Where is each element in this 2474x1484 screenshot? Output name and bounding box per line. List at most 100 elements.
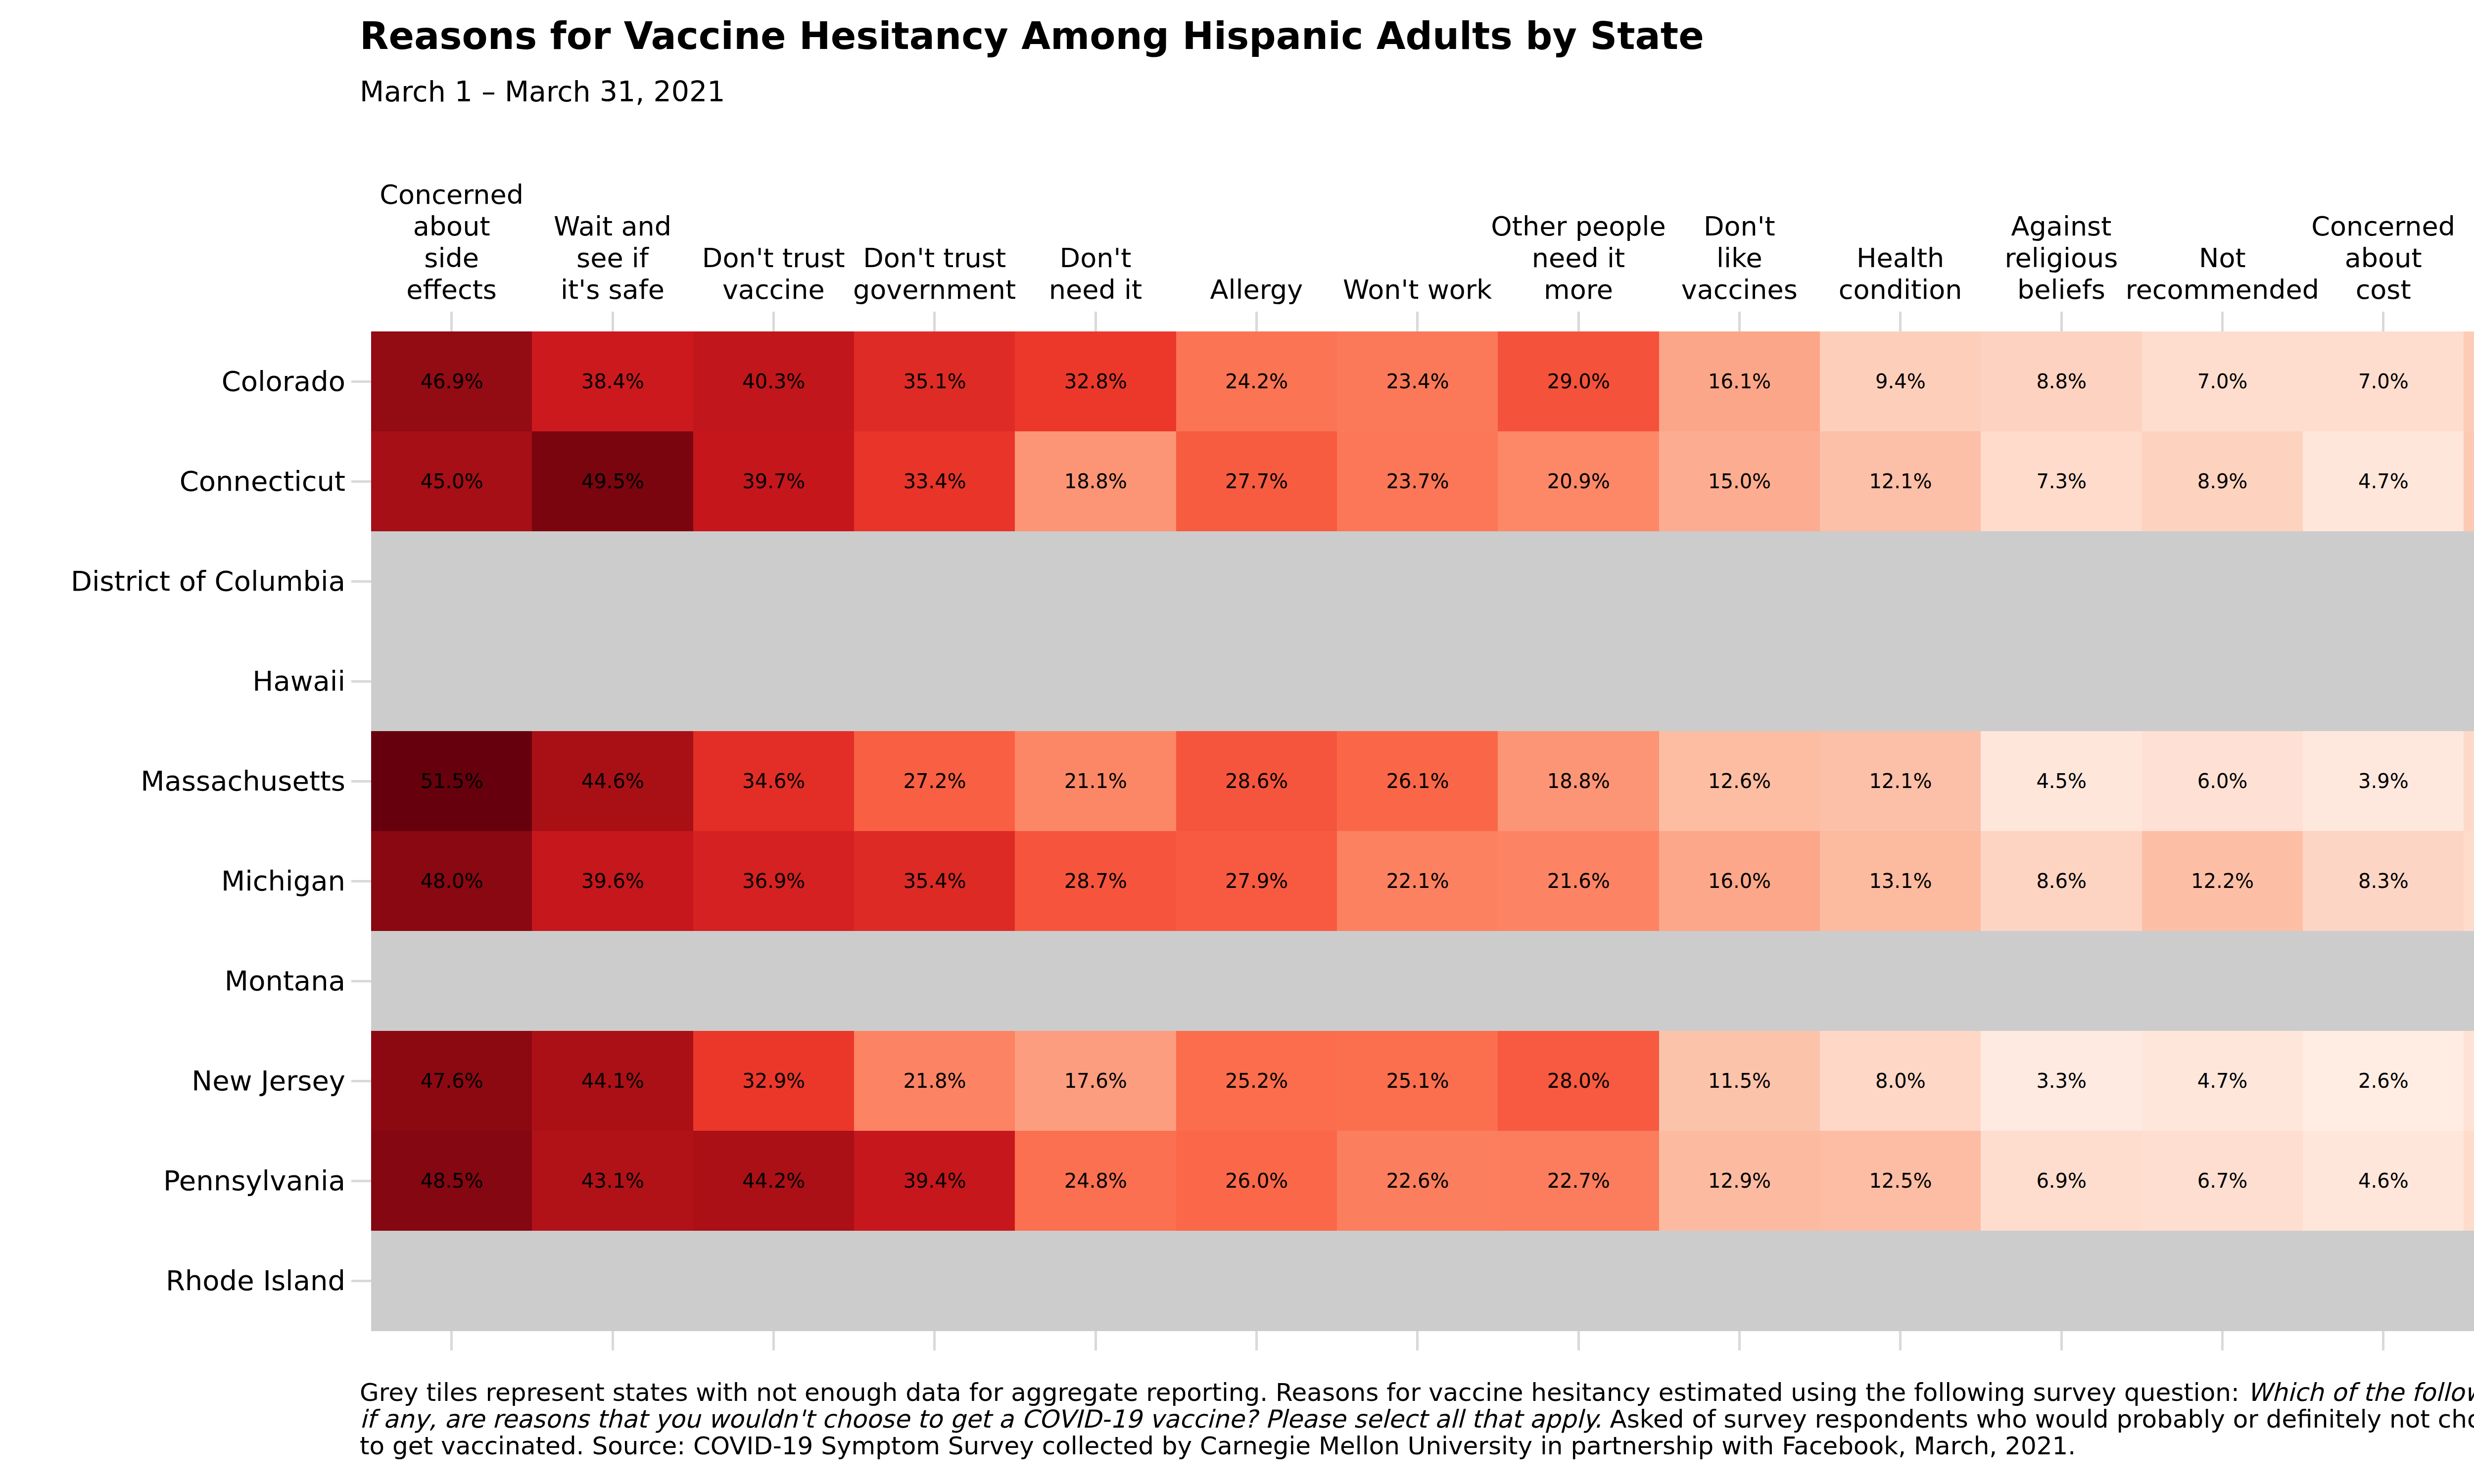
heatmap-cell: 39.6%: [532, 831, 693, 931]
heatmap-cell: 46.9%: [371, 331, 532, 432]
heatmap-cell: 44.6%: [532, 731, 693, 832]
axis-tick-bottom: [2060, 1331, 2063, 1350]
heatmap-cell: 12.6%: [1659, 731, 1820, 832]
cell-value: 12.5%: [1869, 1169, 1932, 1192]
cell-value: 39.7%: [742, 470, 805, 493]
heatmap-cell: 4.7%: [2142, 1031, 2303, 1131]
row-label: Michigan: [0, 867, 345, 895]
row-label: Hawaii: [0, 667, 345, 695]
heatmap-cell: 5.7%: [2464, 1031, 2474, 1131]
axis-tick-left: [351, 580, 371, 583]
heatmap-cell: 48.0%: [371, 831, 532, 931]
cell-value: 45.0%: [420, 470, 483, 493]
cell-value: 47.6%: [420, 1069, 483, 1092]
cell-value: 18.8%: [1064, 470, 1127, 493]
heatmap-cell: 4.6%: [2303, 1131, 2464, 1231]
heatmap-cell: 28.6%: [1176, 731, 1337, 832]
heatmap-cell: 33.4%: [854, 431, 1015, 532]
heatmap-cell: 45.0%: [371, 431, 532, 532]
cell-value: 15.0%: [1708, 470, 1771, 493]
cell-value: 7.0%: [2358, 370, 2409, 393]
heatmap-cell: 7.0%: [2142, 331, 2303, 432]
cell-value: 9.4%: [1875, 370, 1926, 393]
heatmap-cell: 8.0%: [1820, 1031, 1981, 1131]
cell-value: 2.6%: [2358, 1069, 2409, 1092]
heatmap-cell: 12.5%: [1820, 1131, 1981, 1231]
axis-tick-left: [351, 680, 371, 683]
cell-value: 8.3%: [2358, 870, 2409, 892]
row-label: New Jersey: [0, 1067, 345, 1095]
cell-value: 17.6%: [1064, 1069, 1127, 1092]
cell-value: 11.5%: [1708, 1069, 1771, 1092]
axis-tick-top: [1255, 312, 1258, 331]
heatmap-cell: 48.5%: [371, 1131, 532, 1231]
heatmap-cell: 7.2%: [2464, 831, 2474, 931]
heatmap-cell: 27.7%: [1176, 431, 1337, 532]
heatmap-cell: 12.2%: [2142, 831, 2303, 931]
cell-value: 39.6%: [581, 870, 644, 892]
cell-value: 8.6%: [2036, 870, 2087, 892]
cell-value: 4.6%: [2358, 1169, 2409, 1192]
heatmap-cell: 36.9%: [693, 831, 855, 931]
cell-value: 8.9%: [2197, 470, 2248, 493]
cell-value: 28.6%: [1225, 770, 1288, 792]
cell-value: 7.0%: [2197, 370, 2248, 393]
axis-tick-bottom: [1416, 1331, 1419, 1350]
axis-tick-bottom: [612, 1331, 614, 1350]
chart-subtitle: March 1 – March 31, 2021: [360, 75, 725, 108]
heatmap-cell: 7.3%: [1981, 431, 2142, 532]
row-label: Connecticut: [0, 467, 345, 495]
cell-value: 16.1%: [1708, 370, 1771, 393]
cell-value: 8.8%: [2036, 370, 2087, 393]
heatmap-cell: 22.7%: [1498, 1131, 1659, 1231]
cell-value: 27.9%: [1225, 870, 1288, 892]
cell-value: 35.1%: [903, 370, 966, 393]
heatmap-cell: 49.5%: [532, 431, 693, 532]
axis-tick-top: [933, 312, 936, 331]
heatmap-cell: 16.0%: [1659, 831, 1820, 931]
cell-value: 40.3%: [742, 370, 805, 393]
cell-value: 6.9%: [2036, 1169, 2087, 1192]
cell-value: 4.7%: [2358, 470, 2409, 493]
cell-value: 29.0%: [1547, 370, 1610, 393]
cell-value: 34.6%: [742, 770, 805, 792]
cell-value: 38.4%: [581, 370, 644, 393]
cell-value: 16.0%: [1708, 870, 1771, 892]
axis-tick-top: [1738, 312, 1741, 331]
heatmap-cell: 6.0%: [2142, 731, 2303, 832]
axis-tick-bottom: [450, 1331, 453, 1350]
cell-value: 44.6%: [581, 770, 644, 792]
heatmap-cell: 32.9%: [693, 1031, 855, 1131]
heatmap-cell: 8.8%: [1981, 331, 2142, 432]
heatmap-cell: 7.3%: [2464, 1131, 2474, 1231]
na-row: [371, 531, 2474, 632]
cell-value: 12.2%: [2191, 870, 2254, 892]
footnote-line: to get vaccinated. Source: COVID-19 Symp…: [360, 1433, 2474, 1459]
axis-tick-left: [351, 1280, 371, 1282]
heatmap-cell: 8.6%: [1981, 831, 2142, 931]
cell-value: 3.3%: [2036, 1069, 2087, 1092]
heatmap-cell: 44.1%: [532, 1031, 693, 1131]
axis-tick-top: [772, 312, 775, 331]
cell-value: 3.9%: [2358, 770, 2409, 792]
cell-value: 21.8%: [903, 1069, 966, 1092]
cell-value: 12.1%: [1869, 770, 1932, 792]
heatmap-cell: 21.8%: [854, 1031, 1015, 1131]
heatmap-cell: 10.0%: [2464, 331, 2474, 432]
cell-value: 44.1%: [581, 1069, 644, 1092]
axis-tick-bottom: [1255, 1331, 1258, 1350]
cell-value: 35.4%: [903, 870, 966, 892]
heatmap-cell: 7.8%: [2464, 731, 2474, 832]
cell-value: 6.7%: [2197, 1169, 2248, 1192]
axis-tick-bottom: [1094, 1331, 1097, 1350]
na-row: [371, 931, 2474, 1031]
cell-value: 32.8%: [1064, 370, 1127, 393]
heatmap-cell: 28.7%: [1015, 831, 1176, 931]
row-label: Montana: [0, 967, 345, 995]
heatmap-cell: 15.0%: [1659, 431, 1820, 532]
axis-tick-top: [1577, 312, 1580, 331]
heatmap-cell: 3.3%: [1981, 1031, 2142, 1131]
heatmap-cell: 10.5%: [2464, 431, 2474, 532]
heatmap-cell: 16.1%: [1659, 331, 1820, 432]
cell-value: 6.0%: [2197, 770, 2248, 792]
